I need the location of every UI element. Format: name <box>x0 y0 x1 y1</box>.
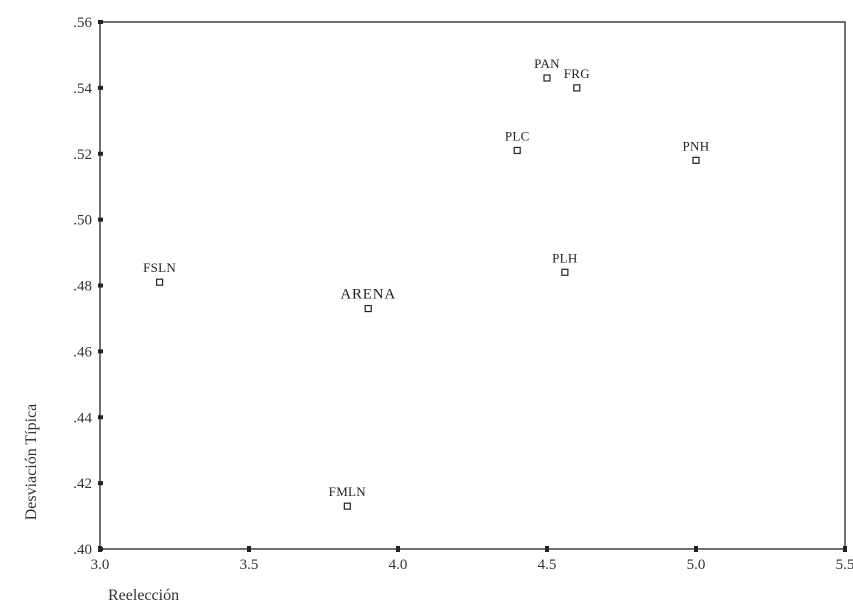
x-tick-mark <box>247 546 251 552</box>
y-axis-title: Desviación Típica <box>23 404 40 521</box>
x-tick-label: 5.5 <box>836 557 853 573</box>
y-tick-mark <box>98 415 103 420</box>
point-label-pan: PAN <box>534 56 560 71</box>
y-tick-mark <box>98 151 103 156</box>
y-tick-label: .40 <box>73 542 92 558</box>
point-marker-plc <box>513 146 521 155</box>
point-marker-fmln <box>343 502 351 510</box>
plot-frame <box>99 21 846 550</box>
y-tick-mark <box>98 85 103 90</box>
x-tick-mark <box>98 546 102 552</box>
x-tick-label: 3.5 <box>240 557 259 573</box>
x-axis-title: Reelección <box>108 587 179 604</box>
y-tick-label: .42 <box>73 476 92 492</box>
point-label-arena: ARENA <box>340 287 396 303</box>
point-label-fmln: FMLN <box>329 484 367 499</box>
point-marker-pan <box>543 74 551 82</box>
point-marker-arena <box>364 304 372 313</box>
y-tick-mark <box>98 349 103 354</box>
y-tick-label: .44 <box>73 410 92 426</box>
x-tick-label: 4.0 <box>389 557 408 573</box>
y-tick-label: .46 <box>73 344 92 360</box>
y-tick-label: .48 <box>73 279 92 295</box>
y-tick-label: .52 <box>73 147 92 163</box>
y-tick-mark <box>98 20 103 24</box>
y-tick-label: .56 <box>73 15 92 31</box>
x-tick-mark <box>396 546 400 552</box>
x-tick-label: 3.0 <box>91 557 110 573</box>
point-marker-frg <box>573 84 581 92</box>
x-tick-label: 5.0 <box>687 557 706 573</box>
x-tick-mark <box>694 546 698 552</box>
point-marker-plh <box>561 268 569 276</box>
y-tick-mark <box>98 283 103 288</box>
y-tick-label: .50 <box>73 213 92 229</box>
y-tick-mark <box>98 217 103 222</box>
point-label-plh: PLH <box>552 250 577 265</box>
x-tick-mark <box>843 546 847 552</box>
y-tick-label: .54 <box>73 81 92 97</box>
point-marker-pnh <box>692 156 700 164</box>
point-marker-fsln <box>156 278 164 286</box>
point-label-pnh: PNH <box>683 138 710 153</box>
x-tick-mark <box>545 546 549 552</box>
point-label-plc: PLC <box>505 128 530 143</box>
y-tick-mark <box>98 481 103 486</box>
point-label-frg: FRG <box>564 66 590 81</box>
x-tick-label: 4.5 <box>538 557 557 573</box>
x-axis: 3.0 3.5 4.0 4.5 5.0 5.5 <box>91 546 853 573</box>
y-axis: .40 .42 .44 .46 .48 .50 .52 .54 .56 <box>73 15 103 558</box>
point-label-fsln: FSLN <box>143 260 176 275</box>
data-points: PAN FRG PLC PNH FSLN PLH ARENA FMLN <box>143 56 710 510</box>
